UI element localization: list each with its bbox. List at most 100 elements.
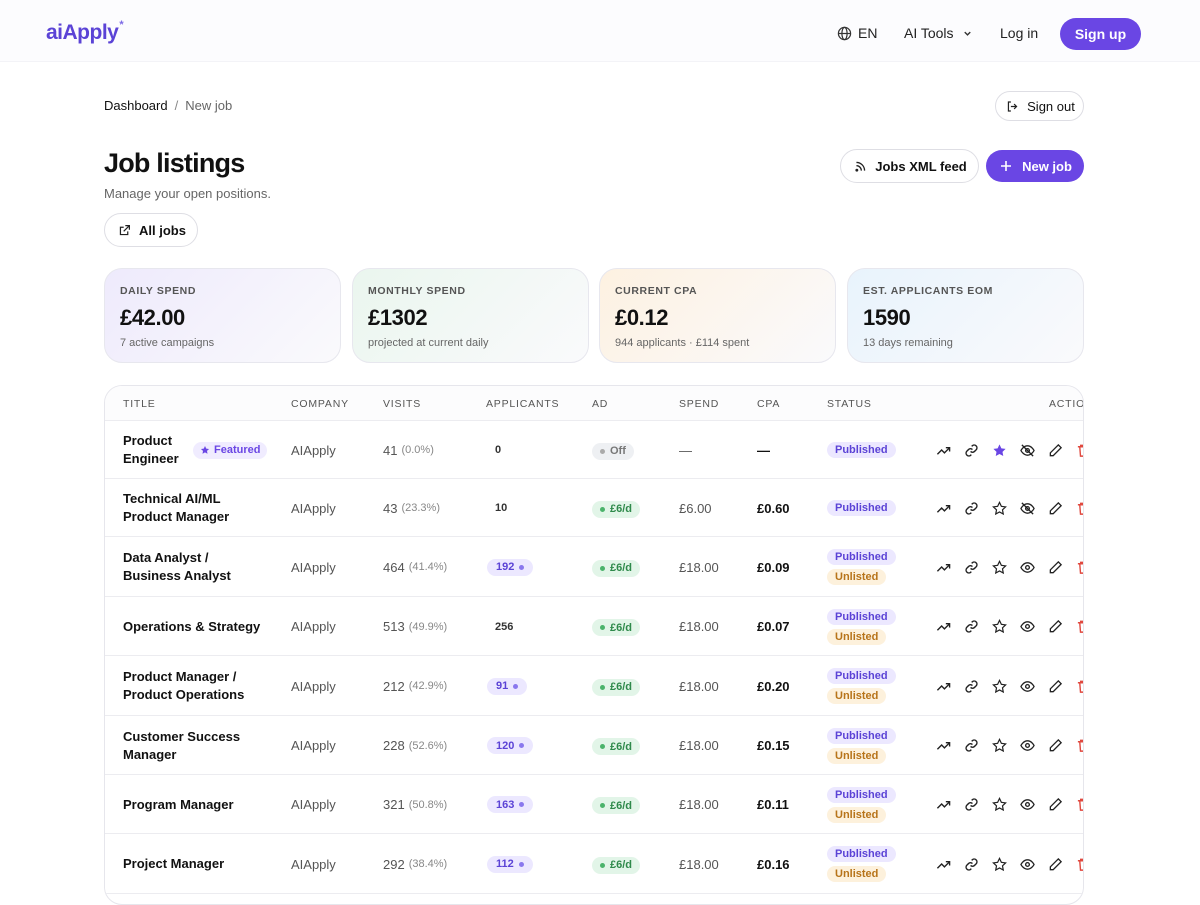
ad-status-badge[interactable]: £6/d (592, 797, 641, 814)
job-title[interactable]: Product Engineer (123, 433, 179, 466)
copy-link-icon[interactable] (963, 678, 979, 694)
star-icon[interactable] (991, 500, 1007, 516)
star-icon[interactable] (991, 442, 1007, 458)
analytics-trend-icon[interactable] (935, 442, 951, 458)
all-jobs-button[interactable]: All jobs (104, 213, 198, 247)
copy-link-icon[interactable] (963, 856, 979, 872)
login-link[interactable]: Log in (1000, 25, 1039, 41)
applicants-count[interactable]: 10 (495, 502, 508, 514)
job-title-cell[interactable]: Project Manager (123, 834, 273, 894)
cpa-cell: — (757, 442, 770, 458)
ad-status-badge[interactable]: £6/d (592, 559, 641, 577)
table-row[interactable]: Operations & Strategy AIApply 513 (49.9%) 25… (105, 597, 1083, 656)
copy-link-icon[interactable] (963, 738, 979, 754)
eye-icon[interactable] (1019, 738, 1035, 754)
delete-trash-icon[interactable] (1075, 797, 1083, 813)
delete-trash-icon[interactable] (1075, 738, 1083, 754)
job-title[interactable]: Project Manager (123, 856, 225, 871)
star-icon[interactable] (991, 619, 1007, 635)
job-title[interactable]: Program Manager (123, 796, 234, 812)
applicants-badge[interactable]: 91 (487, 677, 528, 695)
eye-icon[interactable] (1019, 678, 1035, 694)
job-title-cell[interactable]: Product Engineer Featured (123, 421, 273, 479)
language-selector[interactable]: EN (836, 25, 877, 41)
copy-link-icon[interactable] (963, 797, 979, 813)
job-title-cell[interactable]: Product Manager / Product Operations (123, 656, 273, 716)
logo[interactable]: aiApply* (46, 19, 124, 44)
job-title[interactable]: Technical AI/ML Product Manager (123, 491, 230, 524)
job-title[interactable]: Customer Success Manager (123, 728, 241, 762)
eye-off-icon[interactable] (1019, 500, 1035, 516)
delete-trash-icon[interactable] (1075, 559, 1083, 575)
table-row[interactable]: Technical AI/ML Product Manager AIApply 43… (105, 479, 1083, 537)
analytics-trend-icon[interactable] (935, 500, 951, 516)
analytics-trend-icon[interactable] (935, 678, 951, 694)
analytics-trend-icon[interactable] (935, 559, 951, 575)
applicants-badge[interactable]: 192 (487, 558, 534, 576)
edit-pencil-icon[interactable] (1047, 678, 1063, 694)
applicants-count[interactable]: 256 (495, 620, 514, 633)
eye-icon[interactable] (1019, 856, 1035, 872)
job-title[interactable]: Operations & Strategy (123, 618, 261, 634)
delete-trash-icon[interactable] (1075, 856, 1083, 872)
table-row[interactable]: Product Manager / Product Operations AIAp… (105, 656, 1083, 716)
ai-tools-menu[interactable]: AI Tools (904, 25, 976, 41)
copy-link-icon[interactable] (963, 500, 979, 516)
ad-status-badge[interactable]: £6/d (592, 619, 641, 636)
table-row[interactable]: Project Manager AIApply 292 (38.4%) 112 £6/d £… (105, 834, 1083, 894)
job-title[interactable]: Product Manager / Product Operations (123, 669, 245, 702)
edit-pencil-icon[interactable] (1047, 738, 1063, 754)
ad-status-badge[interactable]: £6/d (592, 856, 641, 874)
delete-trash-icon[interactable] (1075, 619, 1083, 635)
analytics-trend-icon[interactable] (935, 738, 951, 754)
table-row[interactable]: Data Analyst / Business Analyst AIApply 46… (105, 537, 1083, 597)
edit-pencil-icon[interactable] (1047, 500, 1063, 516)
copy-link-icon[interactable] (963, 619, 979, 635)
delete-trash-icon[interactable] (1075, 442, 1083, 458)
delete-trash-icon[interactable] (1075, 500, 1083, 516)
star-icon[interactable] (991, 797, 1007, 813)
ad-status-badge[interactable]: £6/d (592, 500, 641, 518)
job-title-cell[interactable]: Program Manager (123, 775, 273, 834)
job-title-cell[interactable]: Operations & Strategy (123, 597, 273, 656)
delete-trash-icon[interactable] (1075, 678, 1083, 694)
table-row[interactable]: Customer Success Manager AIApply 228 (52.6%… (105, 716, 1083, 775)
job-title[interactable]: Data Analyst / Business Analyst (123, 550, 231, 583)
edit-pencil-icon[interactable] (1047, 442, 1063, 458)
ad-status-badge[interactable]: £6/d (592, 678, 641, 696)
ad-status-badge[interactable]: Off (592, 442, 634, 460)
ad-status-label: £6/d (610, 740, 633, 753)
eye-icon[interactable] (1019, 559, 1035, 575)
edit-pencil-icon[interactable] (1047, 559, 1063, 575)
job-title-cell[interactable]: Technical AI/ML Product Manager (123, 479, 273, 537)
ad-status-badge[interactable]: £6/d (592, 738, 641, 755)
star-icon[interactable] (991, 678, 1007, 694)
eye-icon[interactable] (1019, 619, 1035, 635)
breadcrumb-dashboard[interactable]: Dashboard (104, 98, 168, 113)
analytics-trend-icon[interactable] (935, 856, 951, 872)
analytics-trend-icon[interactable] (935, 619, 951, 635)
job-title-cell[interactable]: Data Analyst / Business Analyst (123, 537, 273, 597)
job-title-cell[interactable]: Customer Success Manager (123, 716, 273, 775)
table-row[interactable]: Program Manager AIApply 321 (50.8%) 163 £6/d £… (105, 775, 1083, 834)
new-job-button[interactable]: New job (986, 150, 1084, 182)
star-icon[interactable] (991, 559, 1007, 575)
jobs-xml-feed-button[interactable]: Jobs XML feed (840, 149, 979, 183)
star-icon[interactable] (991, 738, 1007, 754)
edit-pencil-icon[interactable] (1047, 619, 1063, 635)
sign-out-button[interactable]: Sign out (995, 91, 1084, 121)
copy-link-icon[interactable] (963, 559, 979, 575)
applicants-badge[interactable]: 163 (487, 796, 534, 813)
analytics-trend-icon[interactable] (935, 797, 951, 813)
copy-link-icon[interactable] (963, 442, 979, 458)
star-icon[interactable] (991, 856, 1007, 872)
applicants-badge[interactable]: 112 (487, 855, 533, 873)
edit-pencil-icon[interactable] (1047, 797, 1063, 813)
edit-pencil-icon[interactable] (1047, 856, 1063, 872)
table-row[interactable]: Product Engineer Featured AIApply 41 (0.0%) 0… (105, 421, 1083, 479)
applicants-badge[interactable]: 120 (487, 737, 534, 754)
applicants-count[interactable]: 0 (495, 444, 502, 456)
signup-button[interactable]: Sign up (1060, 18, 1141, 50)
eye-off-icon[interactable] (1019, 442, 1035, 458)
eye-icon[interactable] (1019, 797, 1035, 813)
